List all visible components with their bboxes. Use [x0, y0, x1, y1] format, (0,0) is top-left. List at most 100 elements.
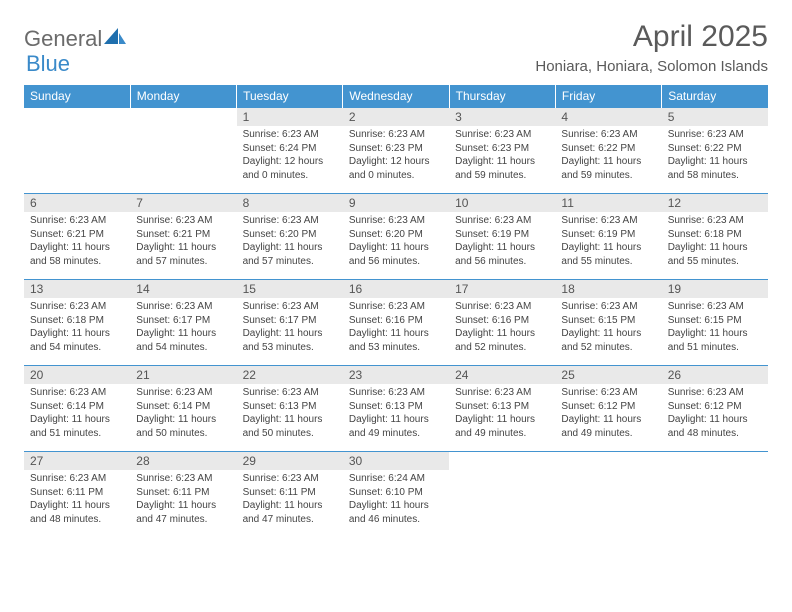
- day-number: 26: [662, 366, 768, 384]
- sunrise-text: Sunrise: 6:23 AM: [243, 128, 337, 142]
- day-number: 16: [343, 280, 449, 298]
- daylight-text: Daylight: 11 hours and 56 minutes.: [349, 241, 443, 268]
- daylight-text: Daylight: 11 hours and 48 minutes.: [668, 413, 762, 440]
- week-row: 6Sunrise: 6:23 AMSunset: 6:21 PMDaylight…: [24, 194, 768, 280]
- calendar-table: Sunday Monday Tuesday Wednesday Thursday…: [24, 85, 768, 538]
- day-content: Sunrise: 6:23 AMSunset: 6:13 PMDaylight:…: [237, 384, 343, 444]
- sunrise-text: Sunrise: 6:23 AM: [30, 300, 124, 314]
- daylight-text: Daylight: 11 hours and 49 minutes.: [349, 413, 443, 440]
- day-number: 11: [555, 194, 661, 212]
- sunset-text: Sunset: 6:15 PM: [668, 314, 762, 328]
- month-title: April 2025: [535, 20, 768, 54]
- sunset-text: Sunset: 6:14 PM: [30, 400, 124, 414]
- day-cell: 18Sunrise: 6:23 AMSunset: 6:15 PMDayligh…: [555, 280, 661, 366]
- day-content: Sunrise: 6:24 AMSunset: 6:10 PMDaylight:…: [343, 470, 449, 530]
- daylight-text: Daylight: 11 hours and 50 minutes.: [136, 413, 230, 440]
- sunset-text: Sunset: 6:21 PM: [30, 228, 124, 242]
- day-cell: [449, 452, 555, 538]
- sunrise-text: Sunrise: 6:23 AM: [243, 214, 337, 228]
- daylight-text: Daylight: 11 hours and 53 minutes.: [349, 327, 443, 354]
- day-number: 21: [130, 366, 236, 384]
- week-row: 13Sunrise: 6:23 AMSunset: 6:18 PMDayligh…: [24, 280, 768, 366]
- day-content: Sunrise: 6:23 AMSunset: 6:14 PMDaylight:…: [130, 384, 236, 444]
- logo-text-blue: Blue: [26, 51, 70, 76]
- day-number: 6: [24, 194, 130, 212]
- sunrise-text: Sunrise: 6:23 AM: [561, 128, 655, 142]
- day-number: 27: [24, 452, 130, 470]
- daylight-text: Daylight: 11 hours and 52 minutes.: [561, 327, 655, 354]
- weekday-header-row: Sunday Monday Tuesday Wednesday Thursday…: [24, 85, 768, 108]
- day-cell: 9Sunrise: 6:23 AMSunset: 6:20 PMDaylight…: [343, 194, 449, 280]
- sunrise-text: Sunrise: 6:23 AM: [136, 472, 230, 486]
- sunrise-text: Sunrise: 6:23 AM: [243, 472, 337, 486]
- day-content: Sunrise: 6:23 AMSunset: 6:15 PMDaylight:…: [662, 298, 768, 358]
- daylight-text: Daylight: 11 hours and 55 minutes.: [668, 241, 762, 268]
- day-number: 2: [343, 108, 449, 126]
- location: Honiara, Honiara, Solomon Islands: [535, 58, 768, 75]
- daylight-text: Daylight: 11 hours and 46 minutes.: [349, 499, 443, 526]
- day-number: 14: [130, 280, 236, 298]
- daylight-text: Daylight: 11 hours and 49 minutes.: [561, 413, 655, 440]
- day-content: Sunrise: 6:23 AMSunset: 6:19 PMDaylight:…: [555, 212, 661, 272]
- sunset-text: Sunset: 6:22 PM: [668, 142, 762, 156]
- daylight-text: Daylight: 11 hours and 54 minutes.: [136, 327, 230, 354]
- sunrise-text: Sunrise: 6:23 AM: [136, 386, 230, 400]
- day-cell: 23Sunrise: 6:23 AMSunset: 6:13 PMDayligh…: [343, 366, 449, 452]
- day-cell: 7Sunrise: 6:23 AMSunset: 6:21 PMDaylight…: [130, 194, 236, 280]
- weekday-header: Tuesday: [237, 85, 343, 108]
- day-cell: 4Sunrise: 6:23 AMSunset: 6:22 PMDaylight…: [555, 108, 661, 194]
- sunrise-text: Sunrise: 6:23 AM: [455, 214, 549, 228]
- day-cell: 8Sunrise: 6:23 AMSunset: 6:20 PMDaylight…: [237, 194, 343, 280]
- day-cell: 20Sunrise: 6:23 AMSunset: 6:14 PMDayligh…: [24, 366, 130, 452]
- day-content: Sunrise: 6:23 AMSunset: 6:11 PMDaylight:…: [237, 470, 343, 530]
- daylight-text: Daylight: 11 hours and 59 minutes.: [455, 155, 549, 182]
- day-number: 12: [662, 194, 768, 212]
- day-number: 29: [237, 452, 343, 470]
- weekday-header: Sunday: [24, 85, 130, 108]
- day-content: Sunrise: 6:23 AMSunset: 6:22 PMDaylight:…: [662, 126, 768, 186]
- sunrise-text: Sunrise: 6:23 AM: [349, 386, 443, 400]
- daylight-text: Daylight: 11 hours and 58 minutes.: [668, 155, 762, 182]
- day-content: Sunrise: 6:23 AMSunset: 6:13 PMDaylight:…: [343, 384, 449, 444]
- day-content: Sunrise: 6:23 AMSunset: 6:21 PMDaylight:…: [24, 212, 130, 272]
- day-cell: 17Sunrise: 6:23 AMSunset: 6:16 PMDayligh…: [449, 280, 555, 366]
- day-content: Sunrise: 6:23 AMSunset: 6:11 PMDaylight:…: [130, 470, 236, 530]
- day-number: 17: [449, 280, 555, 298]
- day-cell: 26Sunrise: 6:23 AMSunset: 6:12 PMDayligh…: [662, 366, 768, 452]
- day-number: 7: [130, 194, 236, 212]
- daylight-text: Daylight: 11 hours and 56 minutes.: [455, 241, 549, 268]
- sunset-text: Sunset: 6:17 PM: [243, 314, 337, 328]
- day-number: 3: [449, 108, 555, 126]
- sunset-text: Sunset: 6:18 PM: [668, 228, 762, 242]
- day-cell: 19Sunrise: 6:23 AMSunset: 6:15 PMDayligh…: [662, 280, 768, 366]
- weekday-header: Saturday: [662, 85, 768, 108]
- day-content: Sunrise: 6:23 AMSunset: 6:12 PMDaylight:…: [662, 384, 768, 444]
- day-cell: [662, 452, 768, 538]
- sunset-text: Sunset: 6:20 PM: [243, 228, 337, 242]
- day-cell: [130, 108, 236, 194]
- sunset-text: Sunset: 6:24 PM: [243, 142, 337, 156]
- day-content: Sunrise: 6:23 AMSunset: 6:18 PMDaylight:…: [662, 212, 768, 272]
- calendar-page: General April 2025 Honiara, Honiara, Sol…: [0, 0, 792, 548]
- day-number: 25: [555, 366, 661, 384]
- sunset-text: Sunset: 6:19 PM: [455, 228, 549, 242]
- sunrise-text: Sunrise: 6:23 AM: [668, 386, 762, 400]
- sunrise-text: Sunrise: 6:23 AM: [349, 128, 443, 142]
- day-cell: [24, 108, 130, 194]
- sunset-text: Sunset: 6:12 PM: [561, 400, 655, 414]
- logo-sail-icon: [104, 27, 126, 52]
- sunrise-text: Sunrise: 6:23 AM: [668, 214, 762, 228]
- day-number: 9: [343, 194, 449, 212]
- sunrise-text: Sunrise: 6:24 AM: [349, 472, 443, 486]
- day-number: 20: [24, 366, 130, 384]
- logo: General: [24, 20, 128, 52]
- sunrise-text: Sunrise: 6:23 AM: [561, 300, 655, 314]
- sunset-text: Sunset: 6:19 PM: [561, 228, 655, 242]
- day-number: 13: [24, 280, 130, 298]
- week-row: 1Sunrise: 6:23 AMSunset: 6:24 PMDaylight…: [24, 108, 768, 194]
- daylight-text: Daylight: 11 hours and 51 minutes.: [668, 327, 762, 354]
- day-cell: 2Sunrise: 6:23 AMSunset: 6:23 PMDaylight…: [343, 108, 449, 194]
- day-number: 19: [662, 280, 768, 298]
- day-cell: 28Sunrise: 6:23 AMSunset: 6:11 PMDayligh…: [130, 452, 236, 538]
- sunrise-text: Sunrise: 6:23 AM: [668, 128, 762, 142]
